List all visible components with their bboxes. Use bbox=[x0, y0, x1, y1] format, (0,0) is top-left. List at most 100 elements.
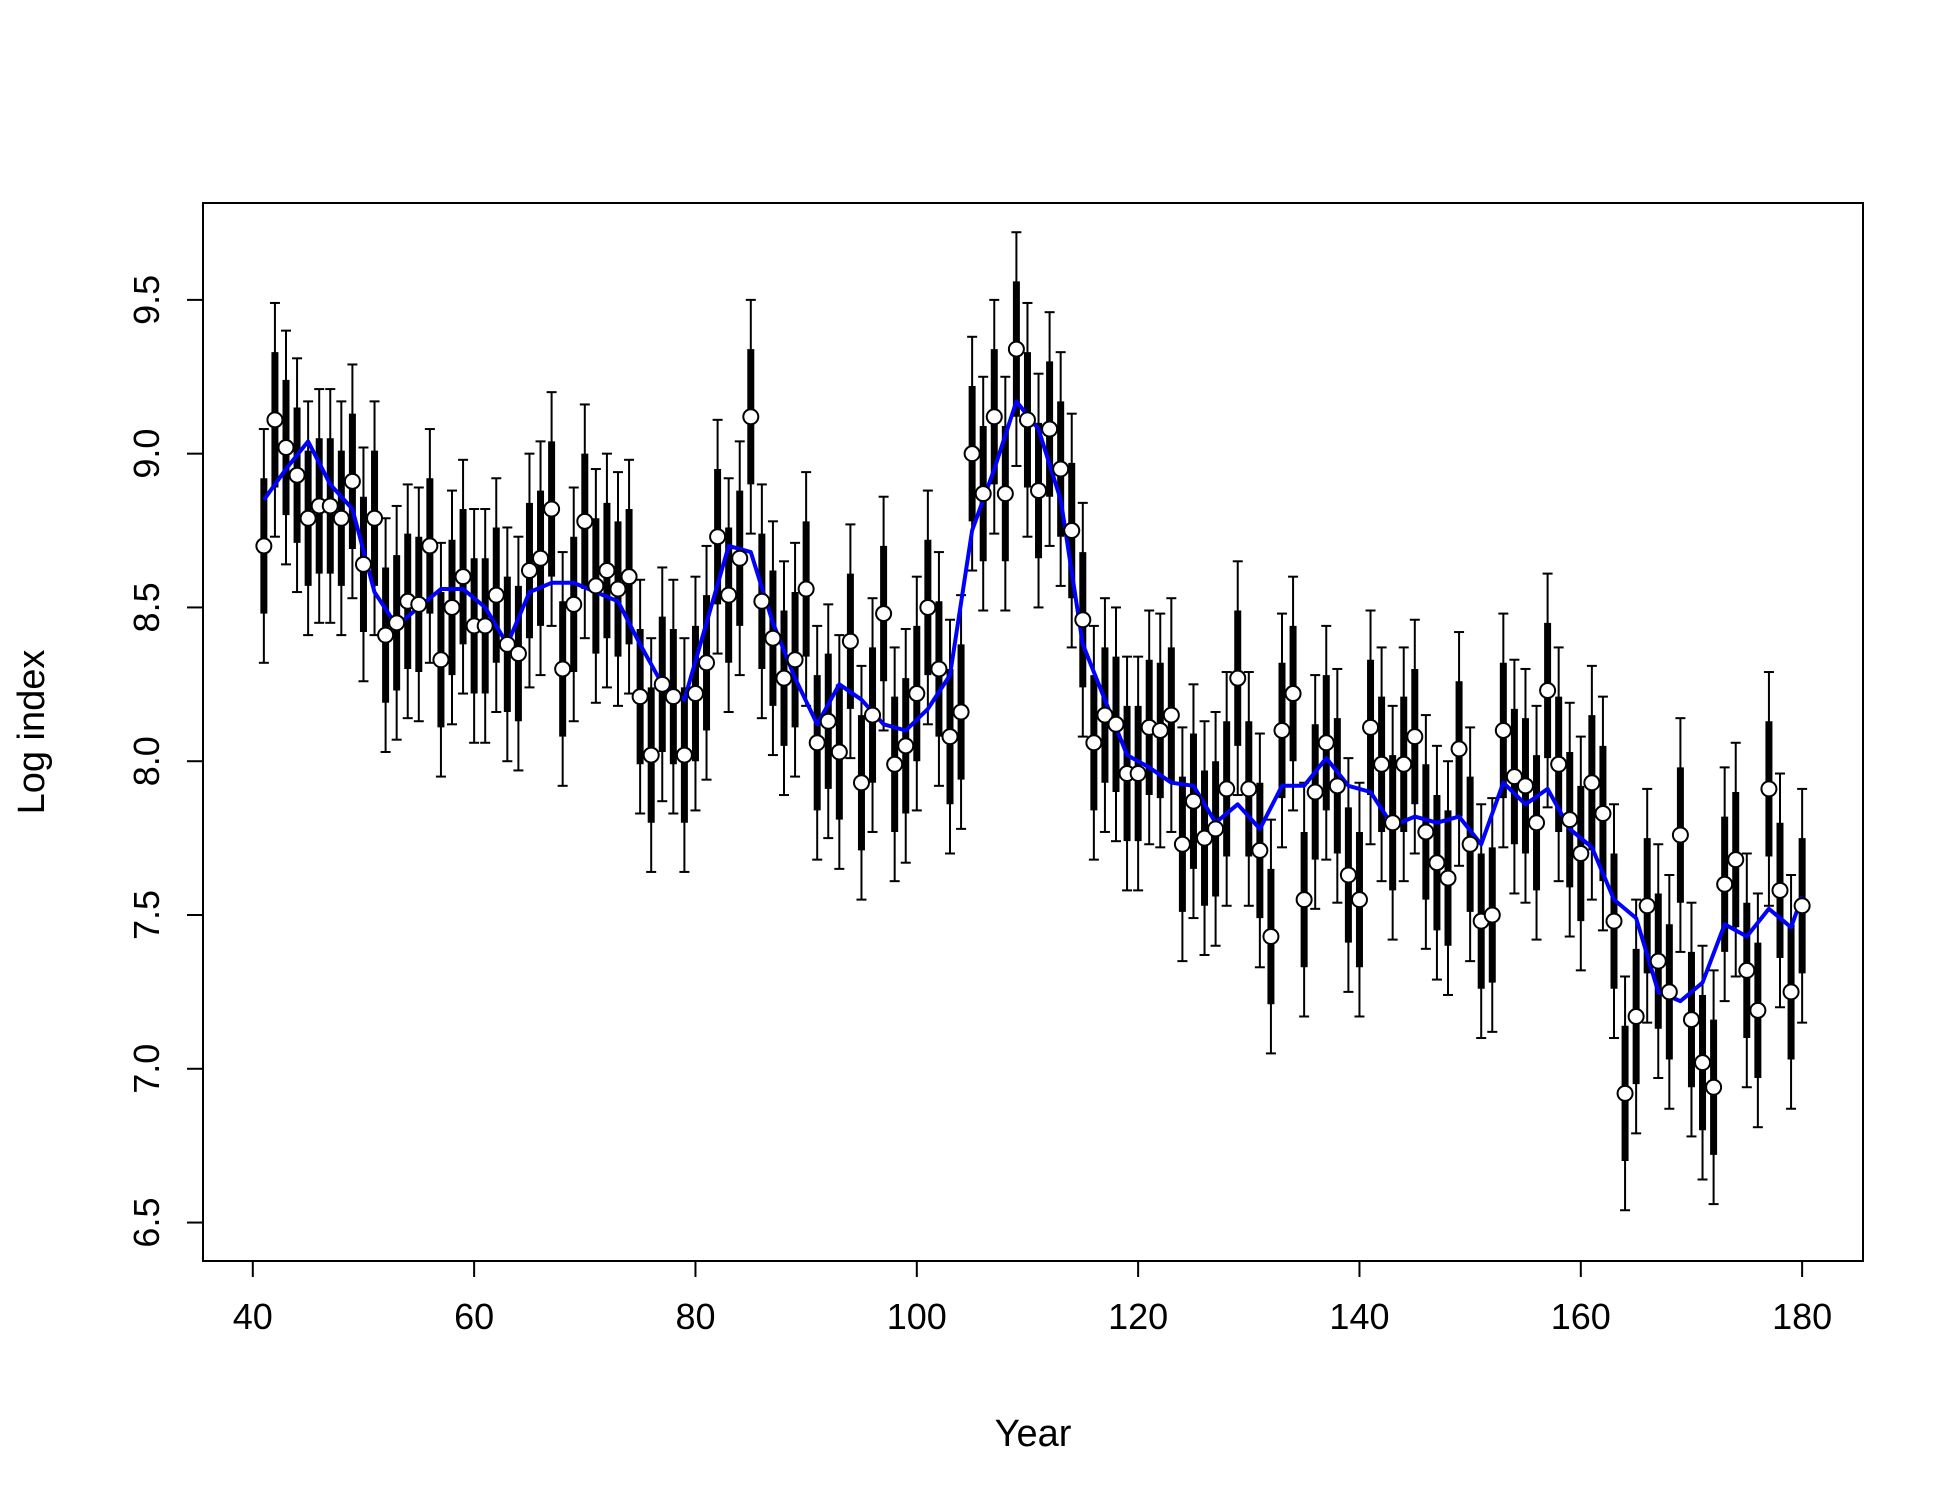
data-point bbox=[266, 411, 284, 429]
data-point bbox=[1760, 780, 1778, 798]
data-point bbox=[532, 549, 550, 567]
data-point bbox=[897, 737, 915, 755]
data-point bbox=[1516, 777, 1534, 795]
data-point bbox=[1638, 897, 1656, 915]
data-point bbox=[653, 675, 671, 693]
data-point bbox=[1096, 706, 1114, 724]
data-point bbox=[432, 651, 450, 669]
y-tick-label: 9.0 bbox=[126, 429, 167, 479]
data-point bbox=[598, 562, 616, 580]
data-point bbox=[786, 651, 804, 669]
data-point bbox=[1605, 912, 1623, 930]
data-point bbox=[576, 512, 594, 530]
data-point bbox=[742, 408, 760, 426]
data-point bbox=[554, 660, 572, 678]
data-point bbox=[366, 509, 384, 527]
data-point bbox=[1273, 721, 1291, 739]
data-point bbox=[1450, 740, 1468, 758]
data-point bbox=[343, 472, 361, 490]
data-point bbox=[487, 586, 505, 604]
data-point bbox=[277, 439, 295, 457]
data-point bbox=[388, 614, 406, 632]
data-point bbox=[1782, 983, 1800, 1001]
data-point bbox=[1295, 891, 1313, 909]
y-tick-label: 7.0 bbox=[126, 1044, 167, 1094]
data-point bbox=[797, 580, 815, 598]
data-point bbox=[565, 595, 583, 613]
data-point bbox=[1262, 928, 1280, 946]
data-point bbox=[1594, 805, 1612, 823]
data-point bbox=[1184, 792, 1202, 810]
data-point bbox=[1660, 983, 1678, 1001]
data-point bbox=[963, 445, 981, 463]
data-point bbox=[664, 688, 682, 706]
x-tick-label: 120 bbox=[1108, 1296, 1168, 1337]
data-point bbox=[1085, 734, 1103, 752]
x-tick-label: 60 bbox=[454, 1296, 494, 1337]
data-point bbox=[698, 654, 716, 672]
x-tick-label: 80 bbox=[675, 1296, 715, 1337]
data-point bbox=[288, 466, 306, 484]
data-point bbox=[1572, 844, 1590, 862]
data-point bbox=[1439, 869, 1457, 887]
data-point bbox=[1162, 706, 1180, 724]
data-point bbox=[1694, 1054, 1712, 1072]
data-point bbox=[520, 562, 538, 580]
data-point bbox=[841, 632, 859, 650]
data-point bbox=[543, 500, 561, 518]
data-point bbox=[996, 485, 1014, 503]
data-point bbox=[1229, 669, 1247, 687]
x-tick-label: 160 bbox=[1551, 1296, 1611, 1337]
data-point bbox=[1616, 1084, 1634, 1102]
data-point bbox=[377, 626, 395, 644]
x-tick-label: 140 bbox=[1329, 1296, 1389, 1337]
data-point bbox=[1793, 897, 1811, 915]
data-point bbox=[1373, 755, 1391, 773]
data-point bbox=[974, 485, 992, 503]
data-point bbox=[985, 408, 1003, 426]
data-point bbox=[1151, 721, 1169, 739]
y-tick-label: 8.0 bbox=[126, 736, 167, 786]
data-point bbox=[509, 645, 527, 663]
data-point bbox=[1074, 611, 1092, 629]
data-point bbox=[410, 595, 428, 613]
x-tick-label: 180 bbox=[1772, 1296, 1832, 1337]
data-point bbox=[952, 703, 970, 721]
data-point bbox=[1550, 755, 1568, 773]
data-point bbox=[1284, 685, 1302, 703]
data-point bbox=[1041, 420, 1059, 438]
data-point bbox=[1428, 854, 1446, 872]
data-point bbox=[454, 568, 472, 586]
data-point bbox=[1317, 734, 1335, 752]
data-point bbox=[1052, 460, 1070, 478]
data-point bbox=[1196, 829, 1214, 847]
data-point bbox=[1339, 866, 1357, 884]
data-point bbox=[332, 509, 350, 527]
data-point bbox=[620, 568, 638, 586]
data-point bbox=[1727, 851, 1745, 869]
data-point bbox=[908, 685, 926, 703]
data-point bbox=[443, 598, 461, 616]
x-axis: 40 60 80 100 120 140 160 180 bbox=[233, 1260, 1832, 1337]
data-point bbox=[686, 685, 704, 703]
data-point bbox=[299, 509, 317, 527]
data-point bbox=[631, 688, 649, 706]
data-point bbox=[819, 712, 837, 730]
data-point bbox=[720, 586, 738, 604]
data-point bbox=[941, 728, 959, 746]
y-tick-label: 7.5 bbox=[126, 890, 167, 940]
data-point bbox=[864, 706, 882, 724]
data-point bbox=[1583, 774, 1601, 792]
data-point bbox=[919, 598, 937, 616]
x-tick-label: 40 bbox=[233, 1296, 273, 1337]
data-point bbox=[476, 617, 494, 635]
data-point bbox=[1716, 875, 1734, 893]
data-point bbox=[1561, 811, 1579, 829]
data-points bbox=[255, 340, 1811, 1102]
data-point bbox=[1362, 718, 1380, 736]
data-point bbox=[1406, 728, 1424, 746]
data-point bbox=[1539, 681, 1557, 699]
trend-line bbox=[262, 399, 1804, 1004]
data-point bbox=[731, 549, 749, 567]
data-point bbox=[1306, 783, 1324, 801]
